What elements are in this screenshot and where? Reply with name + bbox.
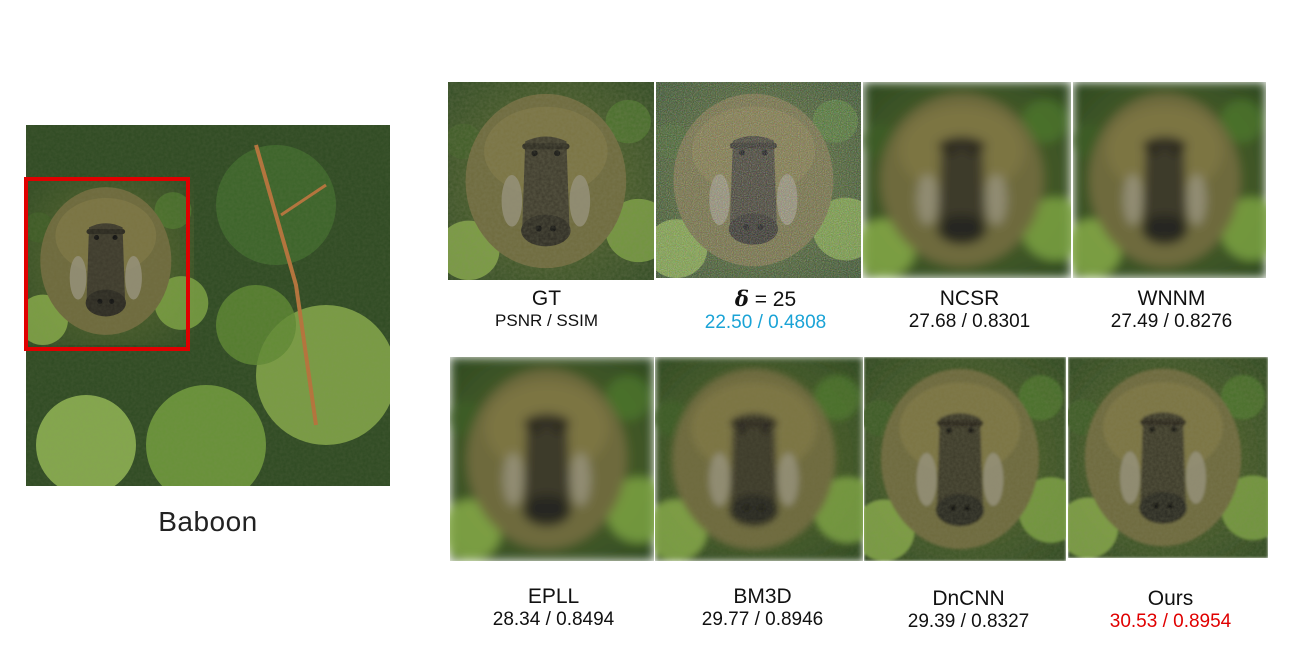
panel-dncnn-image [864,357,1066,561]
label-bm3d: BM3D 29.77 / 0.8946 [660,585,865,631]
label-epll: EPLL 28.34 / 0.8494 [451,585,656,631]
label-noisy: δ = 25 22.50 / 0.4808 [663,286,868,334]
panel-gt-image [448,82,654,280]
crop-region-box [24,177,190,351]
method-name: Ours [1147,587,1194,610]
overview-caption: Baboon [158,506,258,537]
label-wnnm: WNNM 27.49 / 0.8276 [1069,287,1274,333]
metric-value: 27.49 / 0.8276 [1110,311,1233,333]
method-name: BM3D [733,585,792,608]
panel-bm3d-image [655,357,863,561]
overview-image [26,125,390,486]
panel-epll-image [450,357,654,561]
metric-value: 29.77 / 0.8946 [701,609,824,631]
method-name: DnCNN [932,587,1005,610]
sigma-symbol: δ [734,286,749,311]
label-gt: GT PSNR / SSIM [444,287,649,331]
panel-ncsr-image [863,82,1071,278]
label-dncnn: DnCNN 29.39 / 0.8327 [866,587,1071,633]
label-ncsr: NCSR 27.68 / 0.8301 [867,287,1072,333]
method-name: GT [531,287,562,310]
panel-noisy-image [656,82,861,278]
method-name: EPLL [527,585,580,608]
panel-ours-image [1068,357,1268,558]
metric-value: PSNR / SSIM [495,311,598,331]
metric-value: 27.68 / 0.8301 [908,311,1031,333]
panel-wnnm-image [1073,82,1266,278]
metric-value: 28.34 / 0.8494 [492,609,615,631]
metric-value: 29.39 / 0.8327 [907,611,1030,633]
method-name: WNNM [1137,287,1206,310]
label-ours: Ours 30.53 / 0.8954 [1068,587,1273,633]
method-name: NCSR [939,287,1000,310]
method-name: δ = 25 [734,286,797,311]
metric-value: 22.50 / 0.4808 [704,312,827,334]
metric-value: 30.53 / 0.8954 [1109,611,1232,633]
